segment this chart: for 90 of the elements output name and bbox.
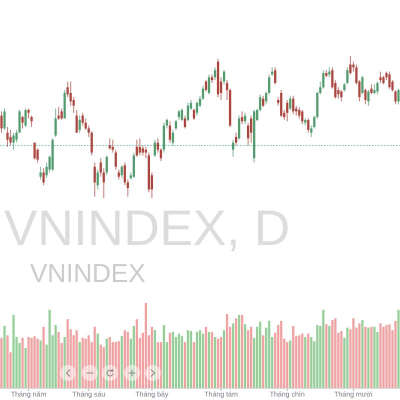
bar [82,338,84,388]
bar [108,337,111,388]
candlestick [76,109,78,134]
candlestick [301,109,304,125]
bar [78,342,81,388]
bar [340,331,342,388]
bar [334,318,336,388]
candlestick [106,154,108,176]
candlestick [58,106,60,120]
candlestick [250,115,252,144]
candlestick [337,86,340,100]
candlestick [60,108,63,120]
candlestick [96,169,99,190]
bar [298,335,300,388]
bar [48,310,51,388]
candlestick [120,164,123,179]
candlestick [54,108,57,138]
candlestick [280,90,282,118]
candlestick [118,169,120,180]
candlestick [142,144,144,156]
candlestick [240,110,244,125]
candlestick [370,84,373,95]
bar [136,319,138,388]
bar [114,342,117,388]
bar [325,324,328,388]
candlestick [244,112,246,125]
bar [280,320,282,388]
bar [250,326,252,388]
candlestick [349,56,352,75]
candlestick [136,139,138,158]
bar [301,334,304,388]
bar [102,347,105,388]
candlestick [307,118,310,134]
bar [118,341,120,388]
bar [268,320,270,388]
bar [66,319,69,388]
candlestick [82,112,84,126]
candlestick [154,139,156,158]
bar [132,326,135,388]
bar [144,303,147,388]
candlestick [289,95,292,110]
bar [310,337,312,388]
bar [88,335,90,388]
bar [64,337,66,388]
candlestick [274,66,276,85]
candlestick [373,84,376,95]
bar [126,332,129,388]
bar [346,328,348,388]
bar [259,322,262,388]
candlestick [214,66,216,81]
bar [277,325,280,388]
candlestick [286,100,288,122]
bar [58,332,60,388]
candlestick [138,138,141,156]
bar [100,344,102,388]
candlestick [346,66,348,85]
bar [76,330,78,388]
bar [304,337,306,388]
bar [54,325,57,388]
bar [106,338,108,388]
bar [286,342,288,388]
candlestick [262,95,264,108]
candlestick [6,126,9,148]
candlestick [397,88,400,105]
bar [292,326,294,388]
candlestick [0,110,3,134]
bar [322,310,324,388]
candlestick [108,138,111,150]
candlestick [114,149,117,170]
candlestick [292,95,294,115]
candlestick [186,102,190,122]
candlestick [340,90,342,102]
bar [307,334,310,388]
bar [84,338,87,388]
candlestick [112,139,114,154]
candlestick [78,115,81,134]
candlestick [328,66,330,78]
bar [328,326,330,388]
candlestick [27,108,30,119]
bar [289,340,292,388]
candlestick [132,152,135,179]
candlestick [168,120,172,144]
bar [94,326,96,388]
bar [262,335,264,388]
bar [120,336,123,388]
bar [331,320,334,388]
bar [124,330,126,388]
bar [96,334,99,388]
candlestick [94,162,96,198]
bar [316,325,318,388]
